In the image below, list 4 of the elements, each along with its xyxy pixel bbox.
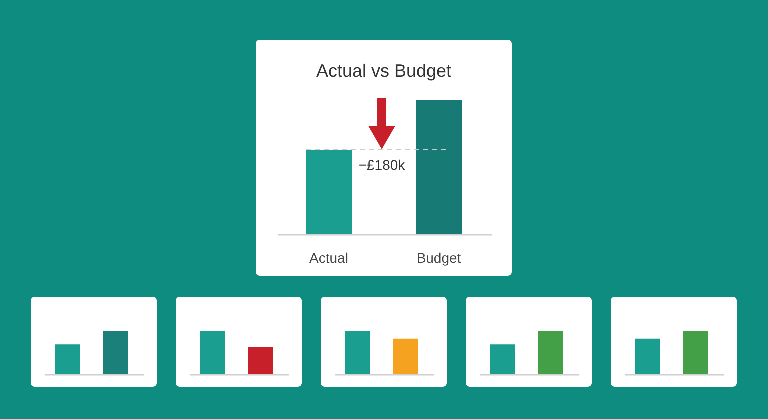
x-tick-label: Budget	[416, 250, 462, 266]
annotation: −£180k	[358, 157, 406, 173]
chart-title: Actual vs Budget	[316, 61, 452, 81]
x-tick-label: Actual	[310, 250, 348, 266]
